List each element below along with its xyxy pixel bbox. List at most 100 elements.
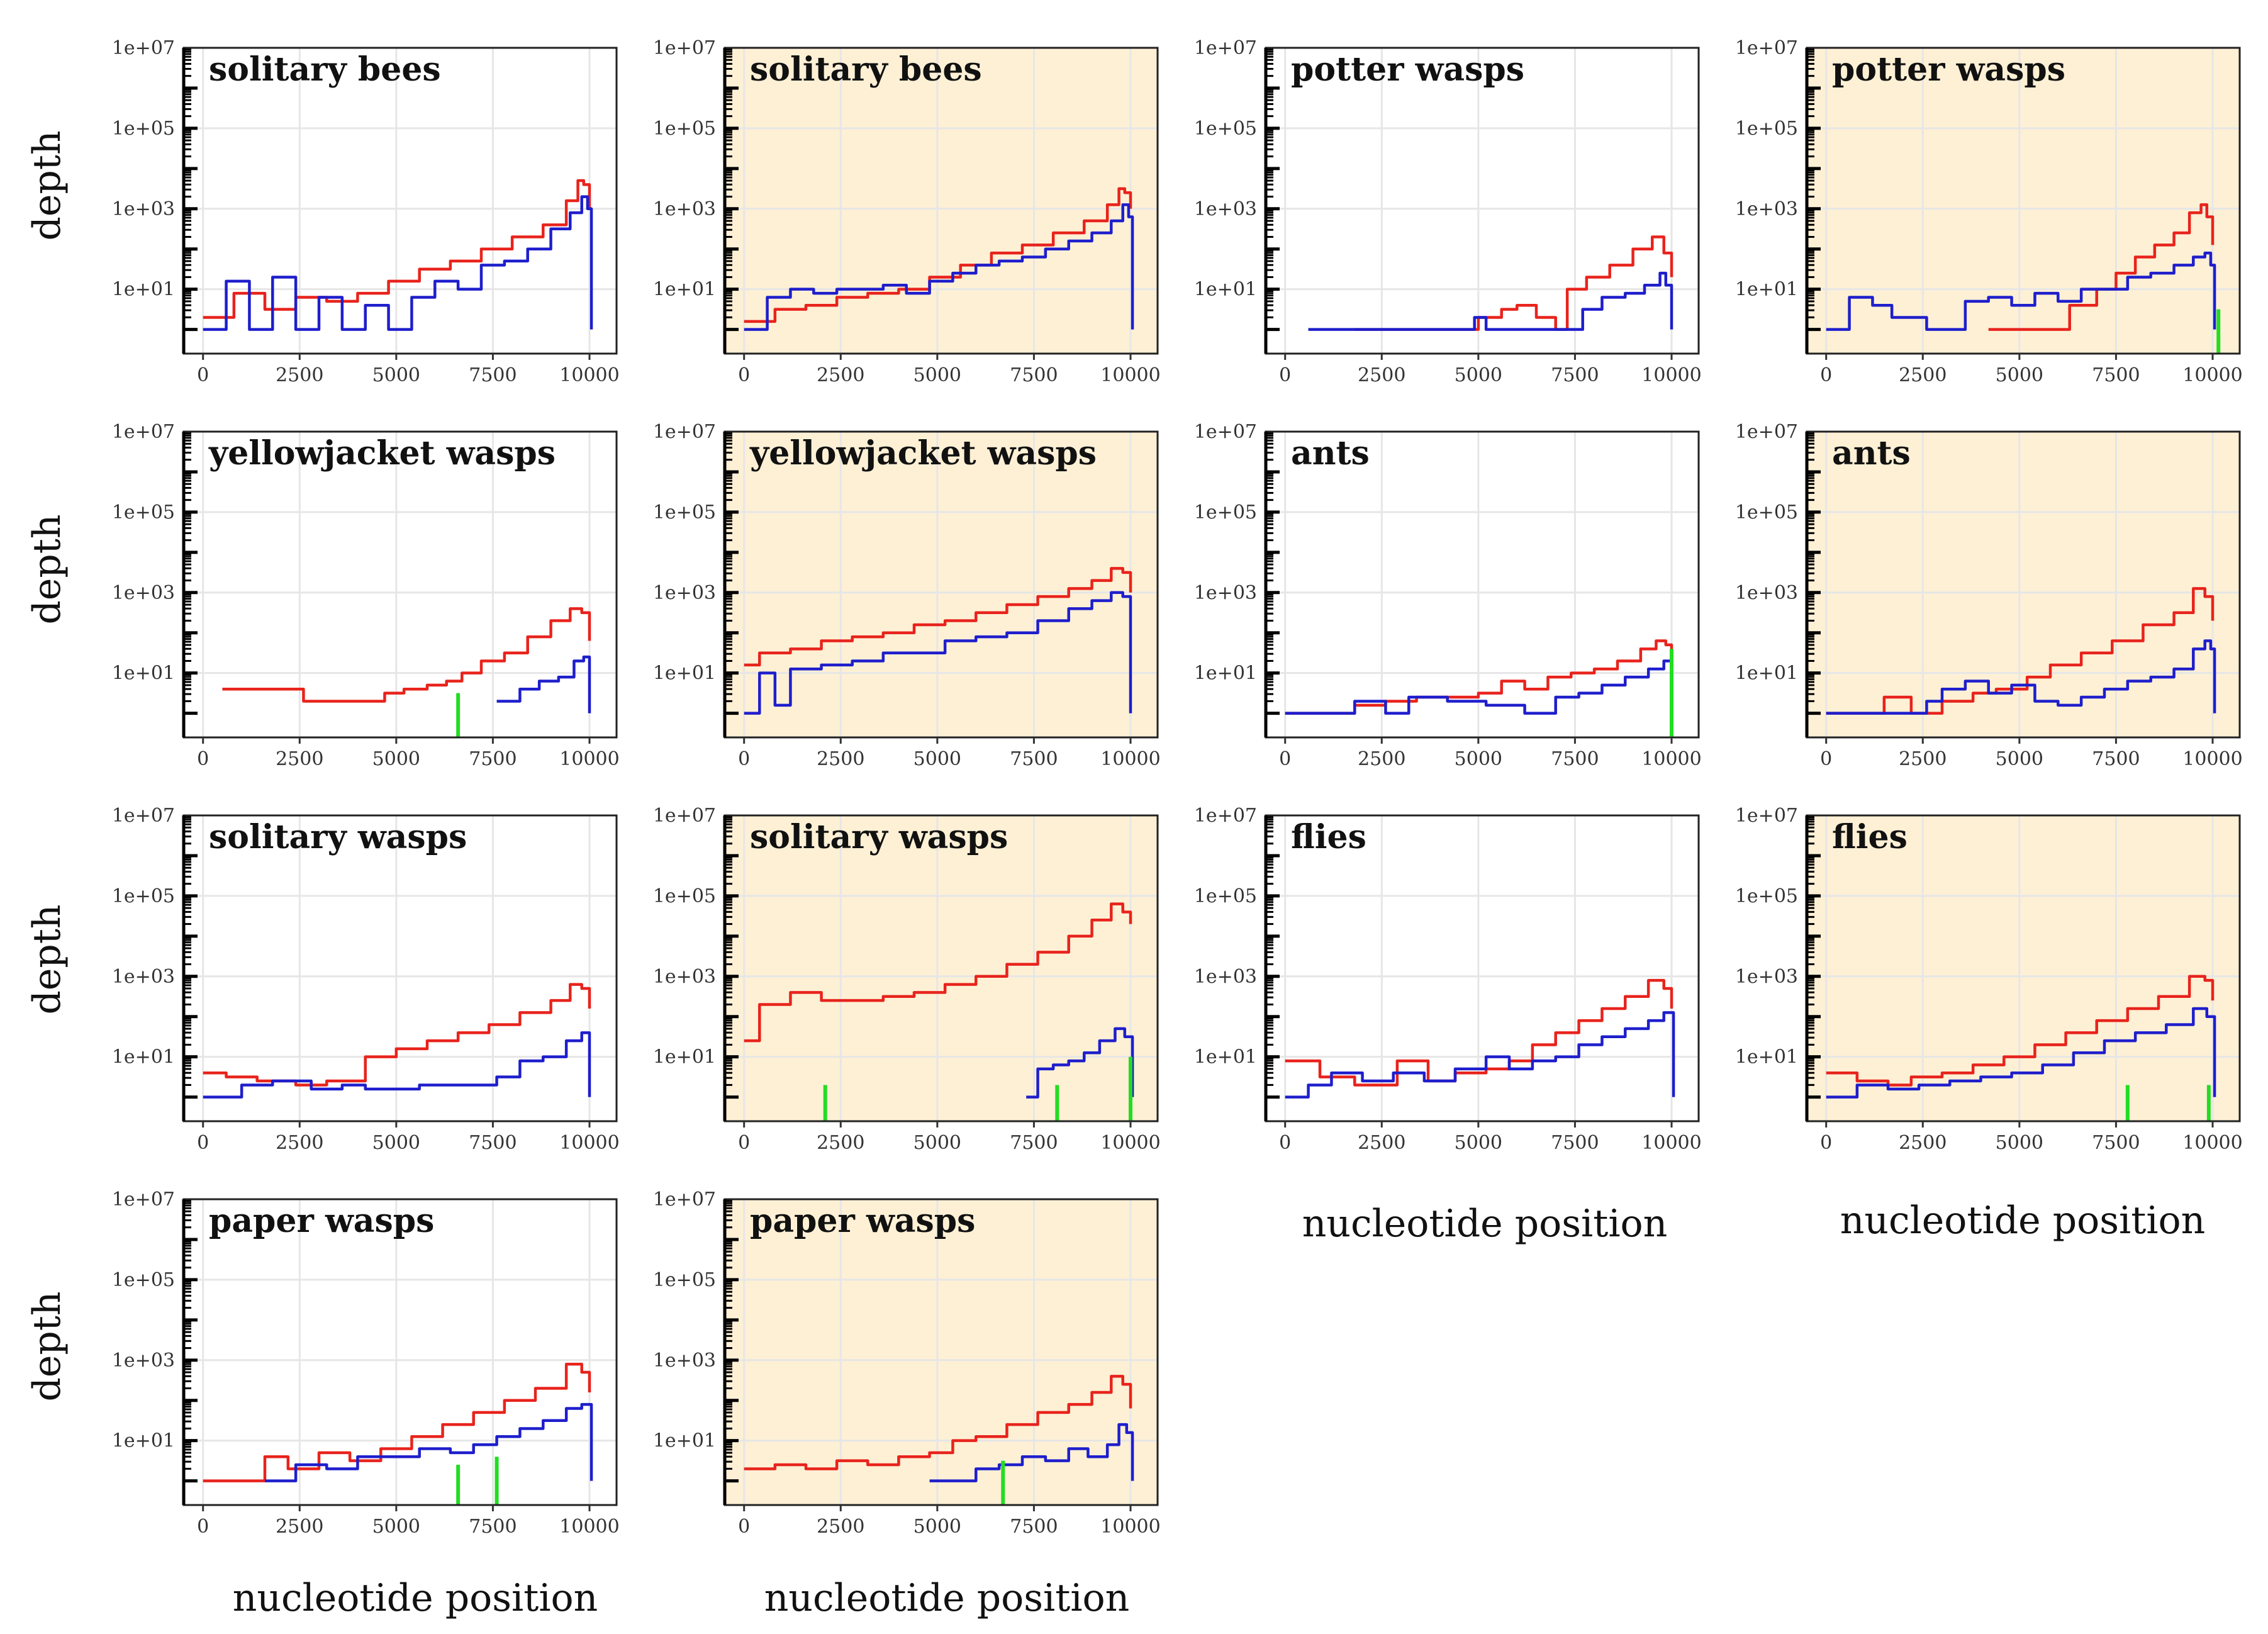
y-axis-label-row-1: depth <box>25 130 69 240</box>
x-tick-label: 2500 <box>817 1132 864 1154</box>
panel-5: 1e+01 1e+03 1e+05 1e+07 0 2500 5000 7500 10000 ye… <box>112 421 620 770</box>
x-tick-label: 5000 <box>913 1516 961 1538</box>
series-blue-line <box>1826 639 2216 715</box>
panel-8: 1e+01 1e+03 1e+05 1e+07 0 2500 5000 7500 10000 an… <box>1735 421 2243 770</box>
x-tick-label: 0 <box>197 1516 209 1538</box>
y-tick-label: 1e+03 <box>1735 198 1798 220</box>
y-axis-label-row-4: depth <box>25 1291 69 1401</box>
panel-background <box>1807 48 2240 354</box>
y-tick-label: 1e+07 <box>653 1189 716 1211</box>
series-blue-line <box>1826 251 2216 331</box>
y-tick-label: 1e+01 <box>1735 1046 1798 1068</box>
series-blue-line <box>203 195 593 331</box>
y-tick-label: 1e+03 <box>112 198 175 220</box>
panels: 1e+01 1e+03 1e+05 1e+07 0 2500 5000 7500 10000 so… <box>112 37 2243 1538</box>
y-tick-label: 1e+01 <box>112 1046 175 1068</box>
series-blue-line <box>1026 1027 1134 1099</box>
series-red-line <box>1826 587 2215 715</box>
y-tick-label: 1e+03 <box>1735 966 1798 988</box>
x-tick-label: 2500 <box>276 364 323 386</box>
series-blue-line <box>929 1423 1134 1482</box>
y-tick-label: 1e+05 <box>653 118 716 140</box>
y-tick-label: 1e+01 <box>112 663 175 685</box>
x-tick-label: 7500 <box>2092 364 2140 386</box>
x-tick-label: 0 <box>1820 364 1832 386</box>
y-tick-label: 1e+01 <box>1194 279 1257 301</box>
x-tick-label: 2500 <box>1899 748 1947 770</box>
x-tick-label: 7500 <box>469 364 517 386</box>
panel-3: 1e+01 1e+03 1e+05 1e+07 0 2500 5000 7500 10000 po… <box>1194 37 1702 386</box>
series-red-line <box>1988 203 2215 331</box>
panel-7: 1e+01 1e+03 1e+05 1e+07 0 2500 5000 7500 10000 an… <box>1194 421 1702 770</box>
panel-background <box>1807 815 2240 1121</box>
y-tick-label: 1e+03 <box>112 966 175 988</box>
x-tick-label: 5000 <box>913 1132 961 1154</box>
x-tick-label: 2500 <box>276 1516 323 1538</box>
x-tick-label: 2500 <box>1899 364 1947 386</box>
panel-background <box>725 48 1158 354</box>
panel-title: paper wasps <box>750 1202 975 1240</box>
x-tick-label: 0 <box>197 748 209 770</box>
panel-background <box>725 432 1158 737</box>
y-tick-label: 1e+07 <box>1194 421 1257 443</box>
y-tick-label: 1e+07 <box>1194 805 1257 827</box>
x-tick-label: 10000 <box>1641 748 1701 770</box>
panel-1: 1e+01 1e+03 1e+05 1e+07 0 2500 5000 7500 10000 so… <box>112 37 620 386</box>
x-tick-label: 0 <box>738 364 750 386</box>
x-tick-label: 7500 <box>1010 1132 1058 1154</box>
panel-9: 1e+01 1e+03 1e+05 1e+07 0 2500 5000 7500 10000 so… <box>112 805 620 1154</box>
x-tick-label: 10000 <box>1100 1132 1160 1154</box>
x-tick-label: 5000 <box>1996 364 2043 386</box>
x-tick-label: 2500 <box>1358 748 1405 770</box>
x-tick-label: 2500 <box>1358 364 1405 386</box>
x-tick-label: 7500 <box>469 748 517 770</box>
y-tick-label: 1e+07 <box>653 421 716 443</box>
x-tick-label: 5000 <box>1455 1132 1502 1154</box>
x-tick-label: 10000 <box>1100 1516 1160 1538</box>
panel-4: 1e+01 1e+03 1e+05 1e+07 0 2500 5000 7500 10000 po… <box>1735 37 2243 386</box>
series-red-line <box>744 567 1132 667</box>
panel-11: 1e+01 1e+03 1e+05 1e+07 0 2500 5000 7500 10000 fl… <box>1194 805 1702 1154</box>
x-tick-label: 7500 <box>2092 748 2140 770</box>
y-tick-label: 1e+03 <box>653 198 716 220</box>
series-red-line <box>744 1375 1132 1470</box>
panel-title: potter wasps <box>1291 50 1524 89</box>
y-tick-label: 1e+07 <box>653 37 716 59</box>
x-tick-label: 7500 <box>1551 748 1599 770</box>
x-tick-label: 5000 <box>913 364 961 386</box>
x-tick-label: 0 <box>1279 748 1291 770</box>
x-tick-label: 0 <box>1279 1132 1291 1154</box>
x-tick-label: 7500 <box>1551 1132 1599 1154</box>
series-blue-line <box>496 655 591 713</box>
series-blue-line <box>1285 659 1673 715</box>
panel-title: paper wasps <box>209 1202 434 1240</box>
y-tick-label: 1e+01 <box>1735 279 1798 301</box>
panel-background <box>725 815 1158 1121</box>
series-blue-line <box>1285 1011 1675 1099</box>
x-axis-label-col-3: nucleotide position <box>1302 1202 1668 1246</box>
panel-title: flies <box>1832 818 1908 856</box>
y-tick-label: 1e+03 <box>1735 582 1798 604</box>
y-tick-label: 1e+07 <box>1735 37 1798 59</box>
x-tick-label: 10000 <box>1100 748 1160 770</box>
y-tick-label: 1e+07 <box>112 1189 175 1211</box>
x-tick-label: 7500 <box>1010 748 1058 770</box>
series-red-line <box>744 902 1132 1043</box>
y-tick-label: 1e+05 <box>112 1269 175 1291</box>
series-red-line <box>203 1362 591 1482</box>
x-axis-label-col-2: nucleotide position <box>764 1576 1130 1620</box>
x-tick-label: 0 <box>197 364 209 386</box>
y-tick-label: 1e+07 <box>112 37 175 59</box>
x-tick-label: 10000 <box>559 748 619 770</box>
series-red-line <box>1826 975 2215 1087</box>
panel-13: 1e+01 1e+03 1e+05 1e+07 0 2500 5000 7500 10000 pa… <box>112 1189 620 1538</box>
y-tick-label: 1e+07 <box>1194 37 1257 59</box>
y-tick-label: 1e+05 <box>112 885 175 907</box>
panel-title: solitary wasps <box>209 818 467 856</box>
y-tick-label: 1e+01 <box>653 1430 716 1452</box>
x-tick-label: 5000 <box>1455 364 1502 386</box>
x-tick-label: 10000 <box>559 364 619 386</box>
panel-title: flies <box>1291 818 1366 856</box>
x-tick-label: 7500 <box>1010 1516 1058 1538</box>
series-blue-line <box>744 203 1134 331</box>
